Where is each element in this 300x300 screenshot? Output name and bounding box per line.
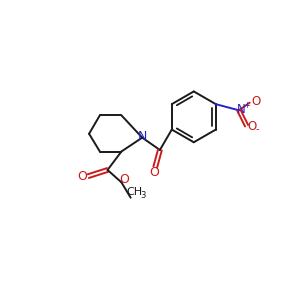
Text: O: O [251,95,260,108]
Text: O: O [77,169,87,183]
Text: N: N [137,130,147,142]
Text: 3: 3 [140,191,146,200]
Text: +: + [243,101,250,110]
Text: O: O [248,120,256,133]
Text: -: - [256,124,259,135]
Text: O: O [119,173,129,186]
Text: N: N [237,103,246,116]
Text: O: O [150,166,160,179]
Text: CH: CH [126,187,142,197]
